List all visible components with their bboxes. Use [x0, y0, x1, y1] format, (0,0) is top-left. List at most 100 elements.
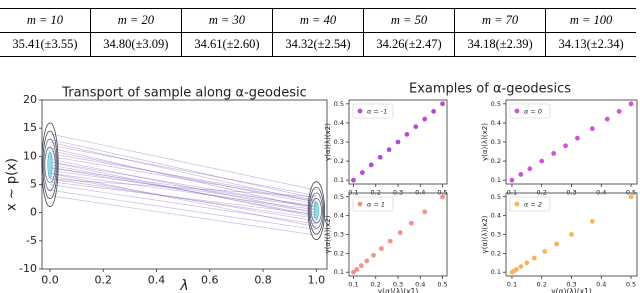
point	[404, 131, 410, 137]
x-tick-label: 0.2	[371, 189, 381, 197]
point	[514, 266, 519, 272]
x-tick-label: 0.4	[415, 281, 425, 289]
point	[518, 264, 524, 269]
x-tick-label: 0.5	[437, 189, 447, 197]
point	[628, 101, 634, 107]
x-tick-label: 0.4	[596, 281, 606, 289]
x-tick-label: 0.1	[507, 281, 517, 289]
x-tick-label: 0.5	[437, 281, 447, 289]
cell: 34.13(±2.34)	[545, 32, 636, 57]
point	[351, 177, 356, 183]
point	[386, 147, 392, 153]
y-tick-label: 0.4	[334, 212, 344, 220]
transport-line	[49, 155, 317, 202]
cell: 34.32(±2.54)	[271, 32, 364, 57]
legend-box	[352, 103, 394, 119]
header-cell: m = 10	[0, 8, 91, 33]
x-tick-label: 1.0	[308, 274, 326, 287]
y-tick-label: 0.2	[491, 157, 501, 165]
point	[539, 158, 545, 164]
y-tick-label: 15	[23, 121, 37, 134]
density-contour	[43, 138, 57, 191]
point	[440, 101, 445, 107]
transport-line	[49, 189, 317, 230]
y-tick-label: -5	[26, 234, 37, 247]
point	[377, 154, 383, 160]
x-tick-label: 0.0	[41, 274, 59, 287]
header-row: m = 10 m = 20 m = 30 m = 40 m = 50 m = 70 m = …	[0, 8, 636, 33]
y-tick-label: 10	[23, 149, 37, 162]
y-tick-label: 0.1	[491, 268, 501, 276]
x-tick-label: 0.2	[371, 281, 381, 289]
transport-line	[49, 167, 317, 214]
x-tick-label: 0.2	[537, 189, 547, 197]
y-tick-label: 0.3	[334, 231, 344, 239]
x-tick-label: 0.3	[566, 281, 576, 289]
transport-line	[49, 150, 317, 205]
transport-line	[49, 153, 317, 201]
y-tick-label: 0.5	[334, 100, 344, 108]
x-tick-label: 0.3	[566, 189, 576, 197]
legend-swatch	[514, 108, 520, 114]
x-tick-label: 0.2	[95, 274, 113, 287]
legend-label: α = 0	[524, 108, 542, 116]
panel-title: Examples of α-geodesics	[409, 82, 571, 97]
x-tick-label: 0.4	[415, 189, 425, 197]
point	[364, 258, 370, 264]
point	[551, 151, 557, 156]
y-tick-label: 0.2	[334, 157, 344, 165]
y-tick-label: -10	[19, 262, 37, 275]
point	[569, 232, 574, 237]
point	[359, 170, 365, 175]
cell: 34.18(±2.39)	[454, 32, 546, 57]
y-axis-label: γ(α)(λ)(x2)	[324, 123, 332, 161]
legend-swatch	[357, 201, 363, 207]
density-contour	[308, 186, 324, 235]
y-tick-label: 0.3	[491, 138, 501, 146]
point	[422, 209, 428, 215]
y-tick-label: 0.3	[491, 231, 501, 239]
header-cell: m = 50	[362, 8, 455, 33]
point	[589, 126, 595, 132]
density-core	[313, 201, 319, 220]
point	[358, 263, 364, 269]
transport-line	[49, 178, 317, 219]
point	[527, 166, 533, 172]
transport-line	[49, 164, 317, 216]
header-cell: m = 40	[271, 8, 364, 33]
x-axis-label: γ(α)(λ)(x1)	[378, 287, 419, 293]
density-contour	[310, 198, 322, 224]
point	[371, 252, 376, 258]
legend-swatch	[514, 201, 520, 207]
transport-line	[49, 161, 317, 208]
point	[440, 194, 445, 200]
cell: 34.80(±3.09)	[89, 32, 182, 57]
x-tick-label: 0.1	[507, 189, 517, 197]
y-tick-label: 0.5	[334, 193, 344, 201]
y-tick-label: 0.5	[491, 193, 501, 201]
x-tick-label: 0.6	[201, 274, 219, 287]
legend-label: α = -1	[367, 108, 387, 116]
transport-line	[49, 147, 317, 210]
y-tick-label: 0.3	[334, 138, 344, 146]
x-tick-label: 0.8	[254, 274, 272, 287]
header-cell: m = 70	[454, 8, 546, 33]
table-body: 35.41(±3.55) 34.80(±3.09) 34.61(±2.60) 34.3…	[0, 32, 636, 57]
transport-line	[49, 172, 317, 211]
y-tick-label: 5	[30, 178, 37, 191]
y-tick-label: 0.4	[491, 119, 501, 127]
legend-label: α = 1	[367, 201, 385, 209]
cell: 35.41(±3.55)	[12, 37, 78, 51]
density-contour	[41, 122, 59, 208]
point	[616, 109, 622, 114]
header-cell: m = 100	[545, 8, 636, 33]
header-cell: m = 20	[89, 8, 182, 33]
transport-line	[49, 133, 317, 191]
density-contour	[307, 181, 325, 241]
point	[397, 230, 403, 236]
point	[575, 135, 580, 141]
transport-line	[49, 161, 317, 218]
y-axis-label: γ(α)(λ)(x2)	[481, 123, 489, 161]
